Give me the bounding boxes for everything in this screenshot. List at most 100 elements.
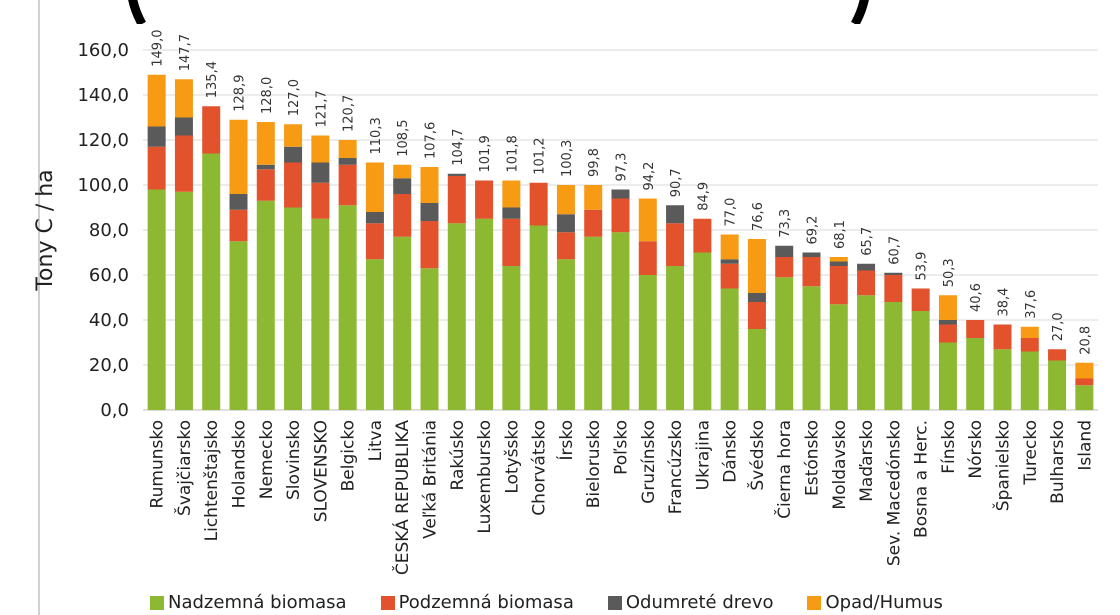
bar-segment [720, 259, 739, 264]
decorative-left-parenthesis [128, 0, 146, 24]
bar-segment [338, 164, 357, 206]
y-tick-label: 120,0 [77, 130, 129, 151]
category-label: Holandsko [230, 420, 250, 508]
bar-segment [1075, 385, 1094, 410]
bar-segment [502, 180, 521, 208]
bar-segment [938, 342, 957, 410]
category-label: Čierna hora [773, 420, 795, 519]
bar-segment [1048, 360, 1067, 410]
bar-segment [802, 286, 821, 410]
bar-segment [747, 293, 766, 302]
bar-total-label: 120,7 [342, 95, 357, 132]
bar-segment [938, 320, 957, 325]
bar-segment [229, 241, 248, 410]
bar-segment [775, 257, 794, 278]
bar-segment [747, 239, 766, 293]
bar-segment [365, 223, 384, 260]
y-tick-label: 140,0 [77, 85, 129, 106]
bar-segment [174, 135, 193, 192]
bar-segment [857, 295, 876, 410]
bar-segment [420, 167, 439, 203]
bar-total-label: 77,0 [724, 198, 739, 227]
category-label: Slovinsko [284, 420, 304, 500]
bar-segment [147, 126, 166, 147]
y-tick-label: 40,0 [89, 310, 129, 331]
bar-segment [720, 263, 739, 289]
bar-segment [147, 189, 166, 410]
bar-total-label: 65,7 [860, 227, 875, 256]
category-label: Sev. Macedónsko [884, 420, 904, 566]
legend-label: Opad/Humus [825, 592, 943, 613]
category-label: Lotyšsko [502, 420, 522, 494]
bar-total-label: 60,7 [887, 236, 902, 265]
bar-total-label: 149,0 [151, 30, 166, 67]
category-label: Bosna a Herc. [912, 420, 932, 538]
bar-segment [911, 288, 930, 311]
category-label: Dánsko [721, 420, 741, 483]
legend-item: Nadzemná biomasa [150, 592, 347, 613]
bar-segment [884, 272, 903, 275]
bar-segment [365, 259, 384, 410]
bar-segment [393, 236, 412, 410]
category-label: Maďarsko [857, 420, 877, 502]
bar-segment [556, 259, 575, 410]
bar-segment [829, 257, 848, 262]
category-label: ČESKÁ REPUBLIKA [391, 420, 413, 576]
bar-segment [802, 252, 821, 257]
category-label: Belgicko [339, 420, 359, 491]
category-label: Veľká Británia [421, 420, 441, 539]
bar-total-label: 84,9 [696, 182, 711, 211]
bar-total-label: 53,9 [915, 252, 930, 281]
bar-segment [747, 329, 766, 410]
bar-segment [420, 268, 439, 410]
legend-swatch [150, 595, 164, 610]
category-label: Nórsko [966, 420, 986, 479]
bar-segment [420, 221, 439, 269]
category-label: Estónsko [803, 420, 823, 496]
category-label: Lichtenštajsko [202, 420, 222, 541]
bar-segment [775, 245, 794, 257]
bar-segment [311, 162, 330, 183]
bar-total-label: 27,0 [1051, 312, 1066, 341]
bar-segment [502, 218, 521, 266]
category-label: Nemecko [257, 420, 277, 499]
bar-segment [311, 218, 330, 410]
bar-segment [993, 349, 1012, 410]
bar-segment [666, 223, 685, 266]
bar-segment [1020, 351, 1039, 410]
bar-segment [693, 252, 712, 410]
bar-total-label: 101,9 [478, 135, 493, 172]
bar-segment [693, 218, 712, 253]
bar-total-label: 147,7 [178, 34, 193, 71]
bar-total-label: 135,4 [205, 61, 220, 98]
bar-segment [338, 205, 357, 410]
bar-segment [775, 277, 794, 410]
bar-segment [174, 79, 193, 118]
bar-segment [884, 275, 903, 302]
bar-segment [502, 207, 521, 219]
bar-segment [1075, 378, 1094, 386]
bar-total-label: 110,3 [369, 117, 384, 154]
bar-segment [475, 180, 494, 219]
bar-segment [202, 106, 221, 154]
category-label: Litva [366, 420, 386, 461]
bar-total-label: 69,2 [806, 216, 821, 245]
decorative-right-parenthesis [851, 0, 869, 24]
category-label: Švédsko [746, 420, 768, 491]
bar-segment [284, 146, 303, 163]
bar-segment [229, 209, 248, 242]
bar-total-label: 50,3 [942, 258, 957, 287]
bar-segment [447, 173, 466, 176]
bar-segment [802, 257, 821, 287]
category-label: Rumunsko [148, 420, 168, 508]
bar-total-label: 94,2 [642, 162, 657, 191]
category-label: Chorvátsko [530, 420, 550, 516]
bar-total-label: 128,0 [260, 77, 275, 114]
category-label: Poľsko [612, 420, 632, 475]
bar-total-label: 127,0 [287, 79, 302, 116]
bar-segment [311, 135, 330, 163]
bar-segment [857, 270, 876, 296]
bar-segment [720, 234, 739, 260]
legend-label: Odumreté drevo [625, 592, 774, 613]
bar-total-label: 101,8 [505, 135, 520, 172]
